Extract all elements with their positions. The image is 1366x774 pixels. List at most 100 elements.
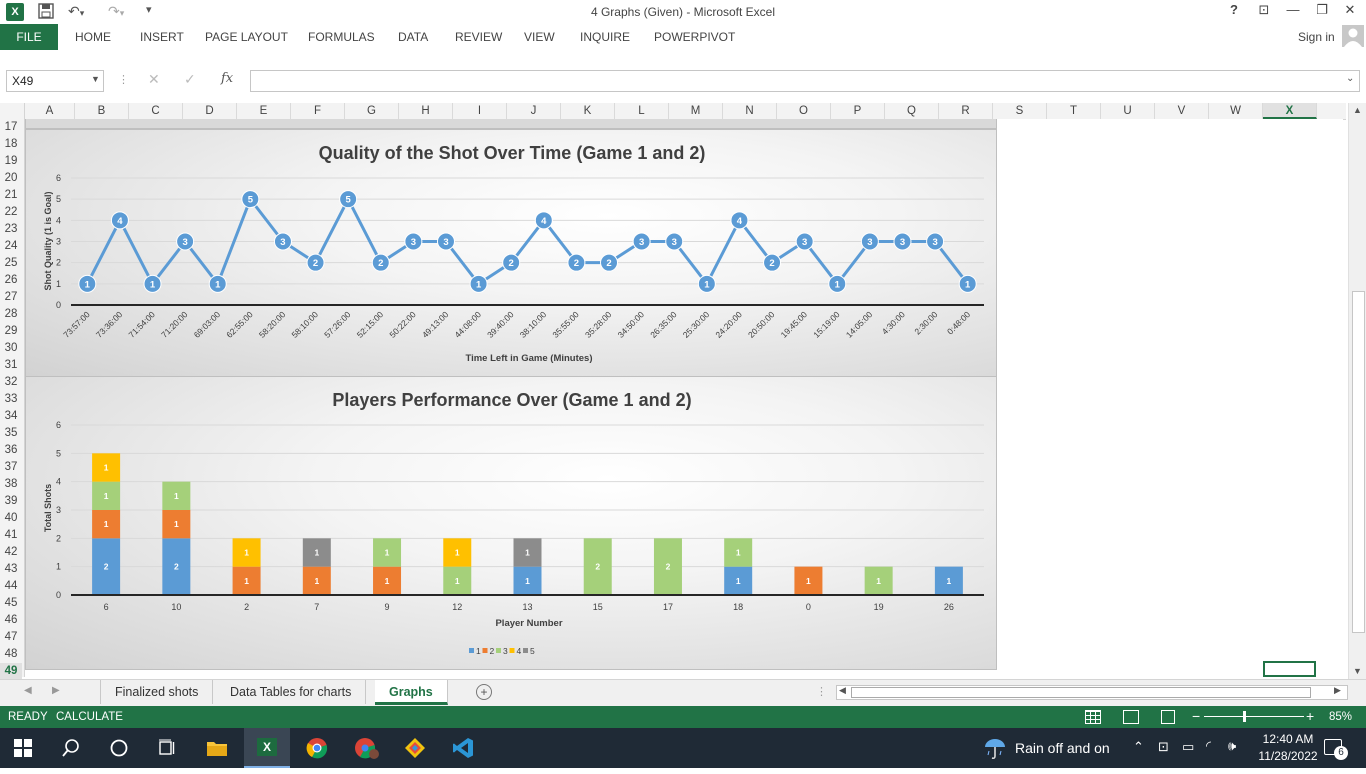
scroll-left-icon[interactable]: ◀ xyxy=(839,685,846,695)
chrome-icon[interactable] xyxy=(294,728,340,768)
tab-review[interactable]: REVIEW xyxy=(455,30,503,44)
scroll-right-icon[interactable]: ▶ xyxy=(1334,685,1341,695)
column-header-g[interactable]: G xyxy=(345,103,399,119)
chart-edge-above[interactable] xyxy=(25,119,997,129)
column-header-a[interactable]: A xyxy=(25,103,75,119)
row-header-39[interactable]: 39 xyxy=(4,495,18,507)
page-break-view-icon[interactable] xyxy=(1161,710,1175,724)
scroll-up-icon[interactable]: ▲ xyxy=(1353,105,1362,115)
battery-icon[interactable]: ▭ xyxy=(1182,739,1195,754)
clock-time[interactable]: 12:40 AM xyxy=(1262,732,1314,746)
sign-in-link[interactable]: Sign in xyxy=(1298,30,1335,44)
zoom-slider[interactable] xyxy=(1204,716,1304,717)
row-header-26[interactable]: 26 xyxy=(4,274,18,286)
zoom-in-icon[interactable]: + xyxy=(1306,708,1315,724)
next-sheet-icon[interactable]: ▶ xyxy=(52,685,60,696)
meet-now-icon[interactable]: ⊡ xyxy=(1158,739,1169,754)
formula-input[interactable] xyxy=(250,70,1360,92)
column-header-q[interactable]: Q xyxy=(885,103,939,119)
chevron-down-icon[interactable]: ▼ xyxy=(91,74,100,84)
column-header-x[interactable]: X xyxy=(1263,103,1317,119)
row-header-41[interactable]: 41 xyxy=(4,529,18,541)
tab-formulas[interactable]: FORMULAS xyxy=(308,30,375,44)
close-icon[interactable]: ✕ xyxy=(1344,2,1356,17)
normal-view-icon[interactable] xyxy=(1085,710,1101,724)
new-sheet-icon[interactable]: + xyxy=(476,684,492,700)
column-header-m[interactable]: M xyxy=(669,103,723,119)
row-header-21[interactable]: 21 xyxy=(4,189,18,201)
row-header-44[interactable]: 44 xyxy=(4,580,18,592)
column-header-h[interactable]: H xyxy=(399,103,453,119)
scroll-down-icon[interactable]: ▼ xyxy=(1353,666,1362,676)
excel-taskbar-icon[interactable]: X xyxy=(244,728,290,768)
prev-sheet-icon[interactable]: ◀ xyxy=(24,685,32,696)
vertical-scrollbar[interactable]: ▲ ▼ xyxy=(1348,103,1366,679)
row-header-33[interactable]: 33 xyxy=(4,393,18,405)
wifi-icon[interactable]: ◜ xyxy=(1206,738,1212,753)
undo-icon[interactable]: ↶▾ xyxy=(68,3,85,19)
column-header-w[interactable]: W xyxy=(1209,103,1263,119)
minimize-icon[interactable]: — xyxy=(1286,2,1300,17)
row-header-40[interactable]: 40 xyxy=(4,512,18,524)
chrome-profile-icon[interactable] xyxy=(344,728,390,768)
row-header-31[interactable]: 31 xyxy=(4,359,18,371)
row-header-18[interactable]: 18 xyxy=(4,138,18,150)
row-header-25[interactable]: 25 xyxy=(4,257,18,269)
column-header-k[interactable]: K xyxy=(561,103,615,119)
select-all-corner[interactable] xyxy=(0,103,25,119)
row-header-36[interactable]: 36 xyxy=(4,444,18,456)
column-header-r[interactable]: R xyxy=(939,103,993,119)
row-header-46[interactable]: 46 xyxy=(4,614,18,626)
row-header-22[interactable]: 22 xyxy=(4,206,18,218)
column-header-p[interactable]: P xyxy=(831,103,885,119)
column-header-t[interactable]: T xyxy=(1047,103,1101,119)
column-header-l[interactable]: L xyxy=(615,103,669,119)
column-header-s[interactable]: S xyxy=(993,103,1047,119)
tab-inquire[interactable]: INQUIRE xyxy=(580,30,631,44)
weather-text[interactable]: Rain off and on xyxy=(1015,740,1110,756)
row-header-48[interactable]: 48 xyxy=(4,648,18,660)
tab-finalized-shots[interactable]: Finalized shots xyxy=(100,680,214,704)
scroll-thumb[interactable] xyxy=(1352,291,1365,633)
zoom-slider-thumb[interactable] xyxy=(1243,711,1246,722)
row-header-29[interactable]: 29 xyxy=(4,325,18,337)
tab-page-layout[interactable]: PAGE LAYOUT xyxy=(205,30,288,44)
name-box[interactable]: X49 ▼ xyxy=(6,70,104,92)
redo-icon[interactable]: ↷▾ xyxy=(108,3,125,19)
row-header-49[interactable]: 49 xyxy=(0,663,22,680)
show-hidden-icons-icon[interactable]: ⌃ xyxy=(1133,739,1144,754)
vs-code-icon[interactable] xyxy=(440,728,486,768)
save-icon[interactable] xyxy=(38,3,54,22)
row-header-43[interactable]: 43 xyxy=(4,563,18,575)
row-header-17[interactable]: 17 xyxy=(4,121,18,133)
row-header-35[interactable]: 35 xyxy=(4,427,18,439)
more-options-icon[interactable]: ⋮ xyxy=(118,74,129,86)
restore-icon[interactable]: ❐ xyxy=(1316,2,1328,17)
enter-icon[interactable]: ✓ xyxy=(184,71,196,87)
column-header-u[interactable]: U xyxy=(1101,103,1155,119)
row-header-34[interactable]: 34 xyxy=(4,410,18,422)
task-view-icon[interactable] xyxy=(144,728,190,768)
active-cell[interactable] xyxy=(1263,661,1316,677)
insert-function-icon[interactable]: fx xyxy=(221,71,234,86)
row-header-24[interactable]: 24 xyxy=(4,240,18,252)
account-avatar-icon[interactable] xyxy=(1342,25,1364,47)
tab-home[interactable]: HOME xyxy=(75,30,111,44)
horizontal-scrollbar[interactable]: ◀ ▶ xyxy=(836,685,1348,700)
git-kraken-icon[interactable] xyxy=(392,728,438,768)
tab-data[interactable]: DATA xyxy=(398,30,429,44)
row-header-19[interactable]: 19 xyxy=(4,155,18,167)
zoom-out-icon[interactable]: − xyxy=(1192,708,1201,724)
column-header-v[interactable]: V xyxy=(1155,103,1209,119)
excel-logo-icon[interactable]: X xyxy=(6,3,24,21)
tab-powerpivot[interactable]: POWERPIVOT xyxy=(654,30,736,44)
row-header-45[interactable]: 45 xyxy=(4,597,18,609)
customize-qat-icon[interactable]: ▾ xyxy=(146,4,152,16)
column-header-i[interactable]: I xyxy=(453,103,507,119)
tab-split-handle[interactable]: ⋮ xyxy=(816,686,827,698)
worksheet-area[interactable]: Quality of the Shot Over Time (Game 1 an… xyxy=(25,119,1343,677)
search-icon[interactable] xyxy=(48,728,94,768)
ribbon-display-options-icon[interactable]: ⊡ xyxy=(1258,2,1270,17)
cancel-icon[interactable]: ✕ xyxy=(148,71,160,87)
row-header-42[interactable]: 42 xyxy=(4,546,18,558)
